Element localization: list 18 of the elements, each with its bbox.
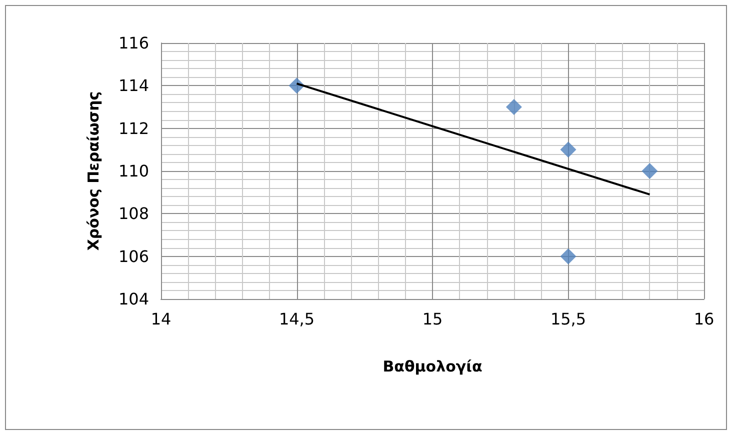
- point: [506, 99, 522, 115]
- x-tick-label: 15,5: [550, 310, 586, 328]
- y-tick-label: 106: [118, 246, 149, 266]
- y-tick-label: 108: [118, 204, 149, 224]
- x-tick-label: 14: [150, 310, 172, 328]
- x-tick-label: 16: [694, 310, 714, 328]
- y-tick-label: 110: [118, 162, 149, 180]
- point: [560, 248, 576, 264]
- y-tick-label: 114: [118, 76, 149, 96]
- y-tick-label: 112: [118, 118, 149, 138]
- point: [642, 163, 658, 179]
- x-axis-title: Βαθμολογία: [382, 358, 482, 376]
- x-tick-label: 15: [422, 310, 443, 328]
- y-axis-title: Χρόνος Περαίωσης: [84, 91, 102, 251]
- point: [560, 142, 576, 158]
- x-tick-label: 14,5: [278, 310, 315, 328]
- y-tick-label: 104: [118, 290, 149, 308]
- y-tick-label: 116: [118, 34, 149, 52]
